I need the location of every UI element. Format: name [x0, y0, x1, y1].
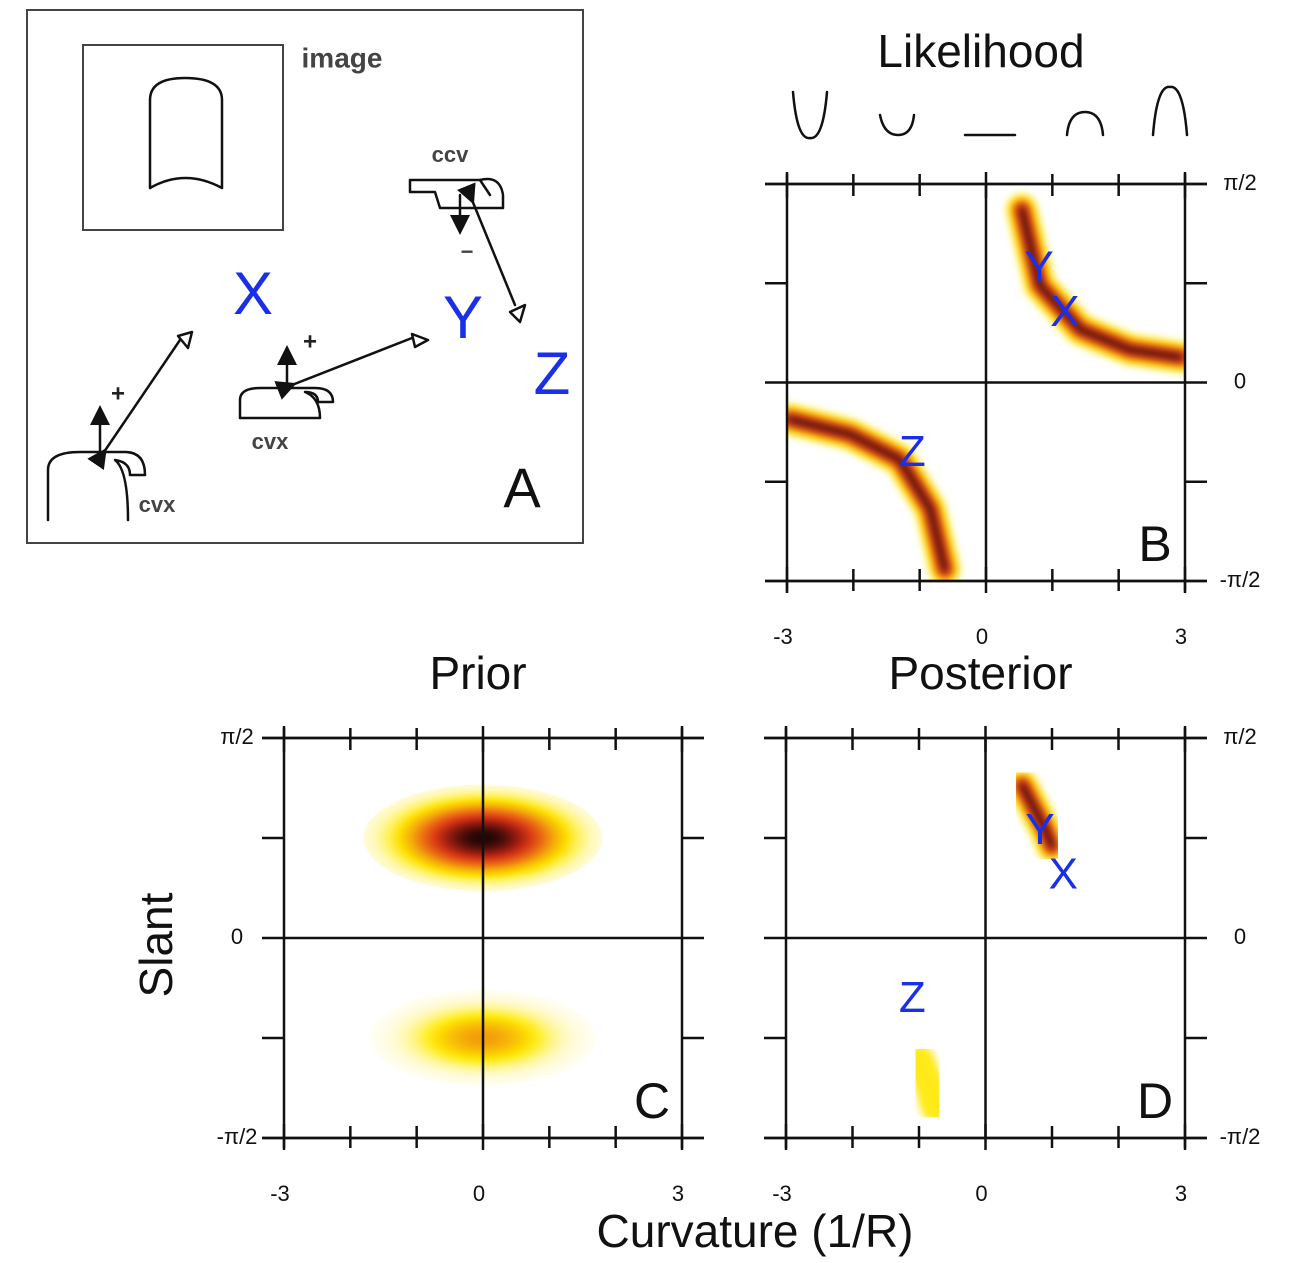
x-tick-label: 3 — [1175, 624, 1187, 649]
x-tick-label: -3 — [772, 1181, 792, 1206]
ccv-label: ccv — [432, 142, 469, 167]
cvx-surface-middle — [238, 386, 335, 420]
y-axis-label: Slant — [130, 892, 182, 997]
viewpoint-label: Y — [443, 284, 483, 351]
icon — [791, 90, 829, 140]
panel-letter: A — [503, 456, 541, 519]
y-tick-label: 0 — [1234, 924, 1246, 949]
eye — [410, 332, 430, 349]
x-axis-label: Curvature (1/R) — [597, 1205, 914, 1257]
icon — [1065, 110, 1105, 137]
view-ray — [87, 338, 182, 471]
y-tick-label: -π/2 — [217, 1124, 258, 1149]
panel-a-frame — [26, 9, 584, 544]
data-layer — [904, 770, 1067, 1123]
icon — [878, 113, 916, 137]
x-tick-label: 3 — [672, 1181, 684, 1206]
x-tick-label: -3 — [773, 624, 793, 649]
y-tick-label: -π/2 — [1220, 567, 1261, 592]
chart-title: Prior — [429, 647, 526, 699]
y-tick-label: -π/2 — [1220, 1124, 1261, 1149]
y-tick-label: π/2 — [1223, 170, 1257, 195]
image-shape — [148, 76, 224, 190]
eye — [176, 330, 194, 350]
y-tick-label: π/2 — [220, 724, 254, 749]
point-label: Z — [899, 427, 926, 476]
minus-sign: − — [461, 239, 474, 264]
point-label: Y — [1024, 243, 1053, 292]
y-tick-label: π/2 — [1223, 724, 1257, 749]
panel-letter: D — [1137, 1073, 1173, 1129]
point-label: Y — [1025, 805, 1054, 854]
point-label: Z — [899, 973, 926, 1022]
chart-title: Likelihood — [877, 25, 1084, 77]
panel: -3 0 3 -π/2 0 π/2 YX Z Likelihood B — [765, 25, 1260, 649]
panel: -3 0 3 -π/2 0 π/2 YX Z Posterior D — [764, 647, 1260, 1206]
curvature-icons — [791, 85, 1189, 140]
likelihood-ridge — [904, 1043, 951, 1123]
cvx-label: cvx — [139, 492, 176, 517]
y-tick-label: 0 — [231, 924, 243, 949]
icon — [1151, 85, 1189, 137]
x-tick-label: 3 — [1175, 1181, 1187, 1206]
cvx-surface-left — [46, 450, 147, 522]
view-ray — [457, 182, 517, 307]
ridge-core — [787, 416, 948, 573]
x-tick-label: 0 — [473, 1181, 485, 1206]
ridge-core — [1019, 206, 1183, 360]
point-label: X — [1049, 850, 1078, 899]
data-layer — [787, 194, 1185, 581]
viewpoint-label: X — [233, 260, 273, 327]
x-tick-label: -3 — [270, 1181, 290, 1206]
chart-title: Posterior — [888, 647, 1072, 699]
image-inset — [82, 44, 284, 231]
image-label: image — [302, 42, 383, 73]
panel: -3 0 3 -π/2 0 π/2 Prior C — [217, 647, 704, 1206]
eye — [508, 303, 527, 324]
y-tick-label: 0 — [1234, 368, 1246, 393]
plus-sign: + — [111, 380, 125, 407]
x-tick-label: 0 — [976, 624, 988, 649]
panel-a: image ccv − cvx + cvx + X Y Z A — [26, 9, 584, 544]
cvx-label: cvx — [252, 429, 289, 454]
view-ray — [274, 336, 414, 400]
viewpoint-label: Z — [534, 340, 571, 407]
plus-sign: + — [303, 328, 317, 355]
ridge-core — [1019, 782, 1055, 849]
panel-letter: C — [634, 1073, 670, 1129]
x-tick-label: 0 — [975, 1181, 987, 1206]
ccv-surface — [408, 177, 505, 210]
panel-letter: B — [1138, 516, 1171, 572]
point-label: X — [1050, 287, 1079, 336]
